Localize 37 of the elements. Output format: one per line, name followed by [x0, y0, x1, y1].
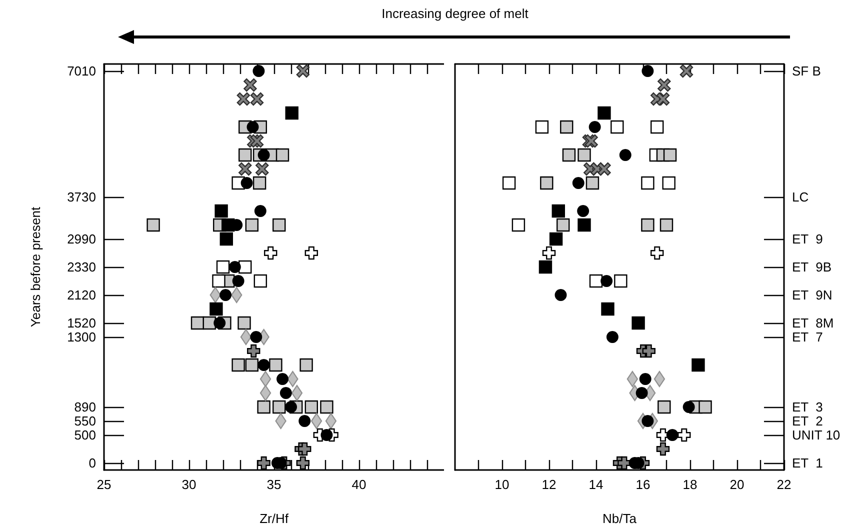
- x-tick-label: 22: [776, 477, 792, 492]
- x-tick-label: 40: [352, 477, 366, 492]
- x-tick-label: 14: [588, 477, 604, 492]
- y2-tick-label: SF B: [792, 64, 821, 78]
- y2-tick-label: ET 8M: [792, 316, 834, 330]
- x-tick-label: 12: [542, 477, 556, 492]
- y-tick-label: 1300: [67, 330, 96, 344]
- y2-tick-label: ET 3: [792, 400, 823, 414]
- x-tick-label: 25: [96, 477, 112, 492]
- y2-tick-label: ET 9B: [792, 260, 832, 274]
- y-axis-title: Years before present: [28, 206, 43, 328]
- y2-tick-label: ET 7: [792, 330, 823, 344]
- chart-title: Increasing degree of melt: [380, 6, 530, 21]
- y2-tick-label: ET 1: [792, 456, 823, 470]
- x-tick-label: 16: [636, 477, 650, 492]
- y-tick-label: 550: [74, 414, 96, 428]
- y2-tick-label: ET 9: [792, 232, 823, 246]
- y-tick-label: 2990: [67, 232, 96, 246]
- y2-tick-label: ET 2: [792, 414, 823, 428]
- y-tick-label: 3730: [67, 190, 96, 204]
- y-tick-label: 7010: [67, 64, 96, 78]
- y-tick-label: 1520: [67, 316, 96, 330]
- y2-tick-label: ET 9N: [792, 288, 832, 302]
- y-tick-label: 0: [88, 456, 96, 470]
- x-axis-title: Nb/Ta: [602, 511, 638, 526]
- x-axis-title: Zr/Hf: [260, 511, 289, 526]
- y-tick-label: 500: [74, 428, 96, 442]
- y-tick-label: 2120: [67, 288, 96, 302]
- x-tick-label: 30: [182, 477, 196, 492]
- y-tick-label: 2330: [67, 260, 96, 274]
- x-tick-label: 18: [682, 477, 698, 492]
- x-tick-label: 20: [730, 477, 744, 492]
- y2-tick-label: UNIT 10: [792, 428, 840, 442]
- y-tick-label: 890: [74, 400, 96, 414]
- x-tick-label: 35: [266, 477, 282, 492]
- y2-tick-label: LC: [792, 190, 809, 204]
- x-tick-label: 10: [494, 477, 510, 492]
